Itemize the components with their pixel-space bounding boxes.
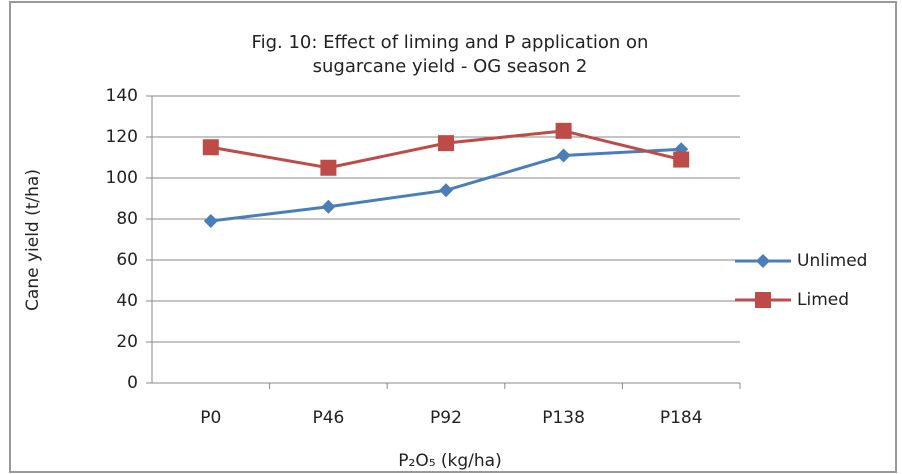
legend-label: Limed [797, 290, 849, 310]
x-tick-label: P0 [200, 408, 221, 428]
y-tick-label: 20 [116, 332, 138, 352]
x-tick-label: P184 [660, 408, 703, 428]
marker [321, 199, 336, 214]
chart-title: sugarcane yield - OG season 2 [313, 56, 588, 77]
marker [755, 292, 771, 308]
marker [673, 151, 690, 168]
y-tick-label: 80 [116, 209, 138, 229]
y-axis-label: Cane yield (t/ha) [23, 169, 43, 311]
frame [9, 1, 897, 473]
y-tick-label: 100 [106, 168, 138, 188]
marker [756, 254, 770, 268]
marker [203, 214, 218, 229]
x-axis-label: P₂O₅ (kg/ha) [398, 451, 502, 471]
marker [320, 159, 337, 176]
marker [202, 139, 219, 156]
legend-label: Unlimed [797, 251, 867, 271]
marker [555, 122, 572, 139]
marker [439, 183, 453, 198]
y-tick-label: 40 [116, 291, 138, 311]
chart-title: Fig. 10: Effect of liming and P applicat… [252, 32, 649, 53]
x-tick-label: P138 [542, 408, 585, 428]
x-tick-label: P92 [430, 408, 462, 428]
x-tick-label: P46 [312, 408, 344, 428]
y-tick-label: 120 [106, 127, 138, 147]
marker [556, 148, 571, 163]
y-tick-label: 140 [106, 86, 138, 106]
y-tick-label: 60 [116, 250, 138, 270]
marker [438, 135, 454, 152]
y-tick-label: 0 [127, 373, 138, 393]
